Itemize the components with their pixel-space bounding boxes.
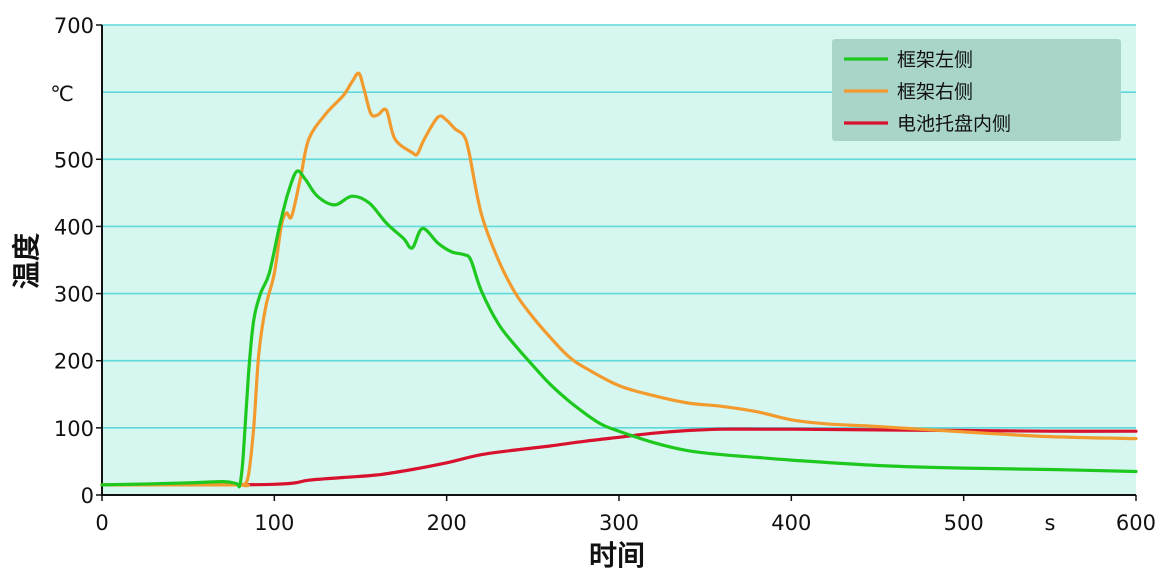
x-tick-label-0: 0 bbox=[95, 511, 108, 535]
axes bbox=[96, 24, 1137, 501]
x-tick-label-400: 400 bbox=[771, 511, 811, 535]
x-axis-title: 时间 bbox=[589, 539, 645, 572]
x-tick-label-300: 300 bbox=[599, 511, 639, 535]
legend-label-3: 电池托盘内侧 bbox=[897, 113, 1011, 135]
legend-label-1: 框架左侧 bbox=[897, 49, 973, 71]
tick-labels: 0 100 200 300 400 500 600 0 100 200 300 400 500 700 bbox=[54, 14, 1156, 535]
y-tick-label-0: 0 bbox=[81, 484, 94, 508]
series-line-2 bbox=[100, 71, 1138, 488]
legend-label-2: 框架右侧 bbox=[897, 81, 973, 103]
y-tick-label-300: 300 bbox=[54, 283, 94, 307]
y-unit-label: ℃ bbox=[50, 82, 74, 106]
x-tick-label-200: 200 bbox=[427, 511, 467, 535]
y-tick-label-200: 200 bbox=[54, 350, 94, 374]
legend-box bbox=[832, 39, 1121, 141]
x-tick-label-600: 600 bbox=[1116, 511, 1156, 535]
y-axis-title: 温度 bbox=[10, 233, 43, 289]
series-line-1 bbox=[100, 169, 1138, 489]
y-tick-label-400: 400 bbox=[54, 215, 94, 239]
x-unit-label: s bbox=[1045, 511, 1056, 535]
series-lines bbox=[100, 71, 1138, 489]
y-tick-label-700: 700 bbox=[54, 14, 94, 38]
x-tick-label-100: 100 bbox=[254, 511, 294, 535]
y-tick-label-100: 100 bbox=[54, 417, 94, 441]
y-tick-label-500: 500 bbox=[54, 148, 94, 172]
x-tick-label-500: 500 bbox=[944, 511, 984, 535]
series-line-3 bbox=[100, 427, 1138, 487]
